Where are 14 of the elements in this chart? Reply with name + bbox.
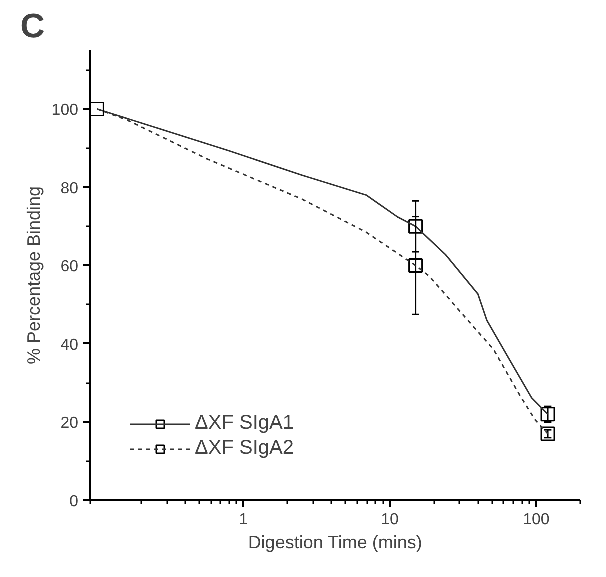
x-tick-label: 100 <box>523 512 550 528</box>
y-tick-label: 20 <box>60 415 79 432</box>
y-tick-label: 40 <box>60 336 79 354</box>
legend-label: ΔXF SIgA2 <box>195 437 294 460</box>
x-tick-label: 10 <box>381 512 400 528</box>
legend-label: ΔXF SIgA1 <box>195 412 294 435</box>
y-tick-label: 100 <box>52 102 79 120</box>
x-axis-title: Digestion Time (mins) <box>248 532 422 552</box>
y-tick-label: 60 <box>60 258 79 276</box>
y-tick-label: 0 <box>70 494 79 510</box>
y-tick-label: 80 <box>60 180 79 198</box>
y-axis-title: % Percentage Binding <box>24 186 44 365</box>
x-tick-label: 1 <box>239 512 248 528</box>
text: C <box>20 8 46 46</box>
